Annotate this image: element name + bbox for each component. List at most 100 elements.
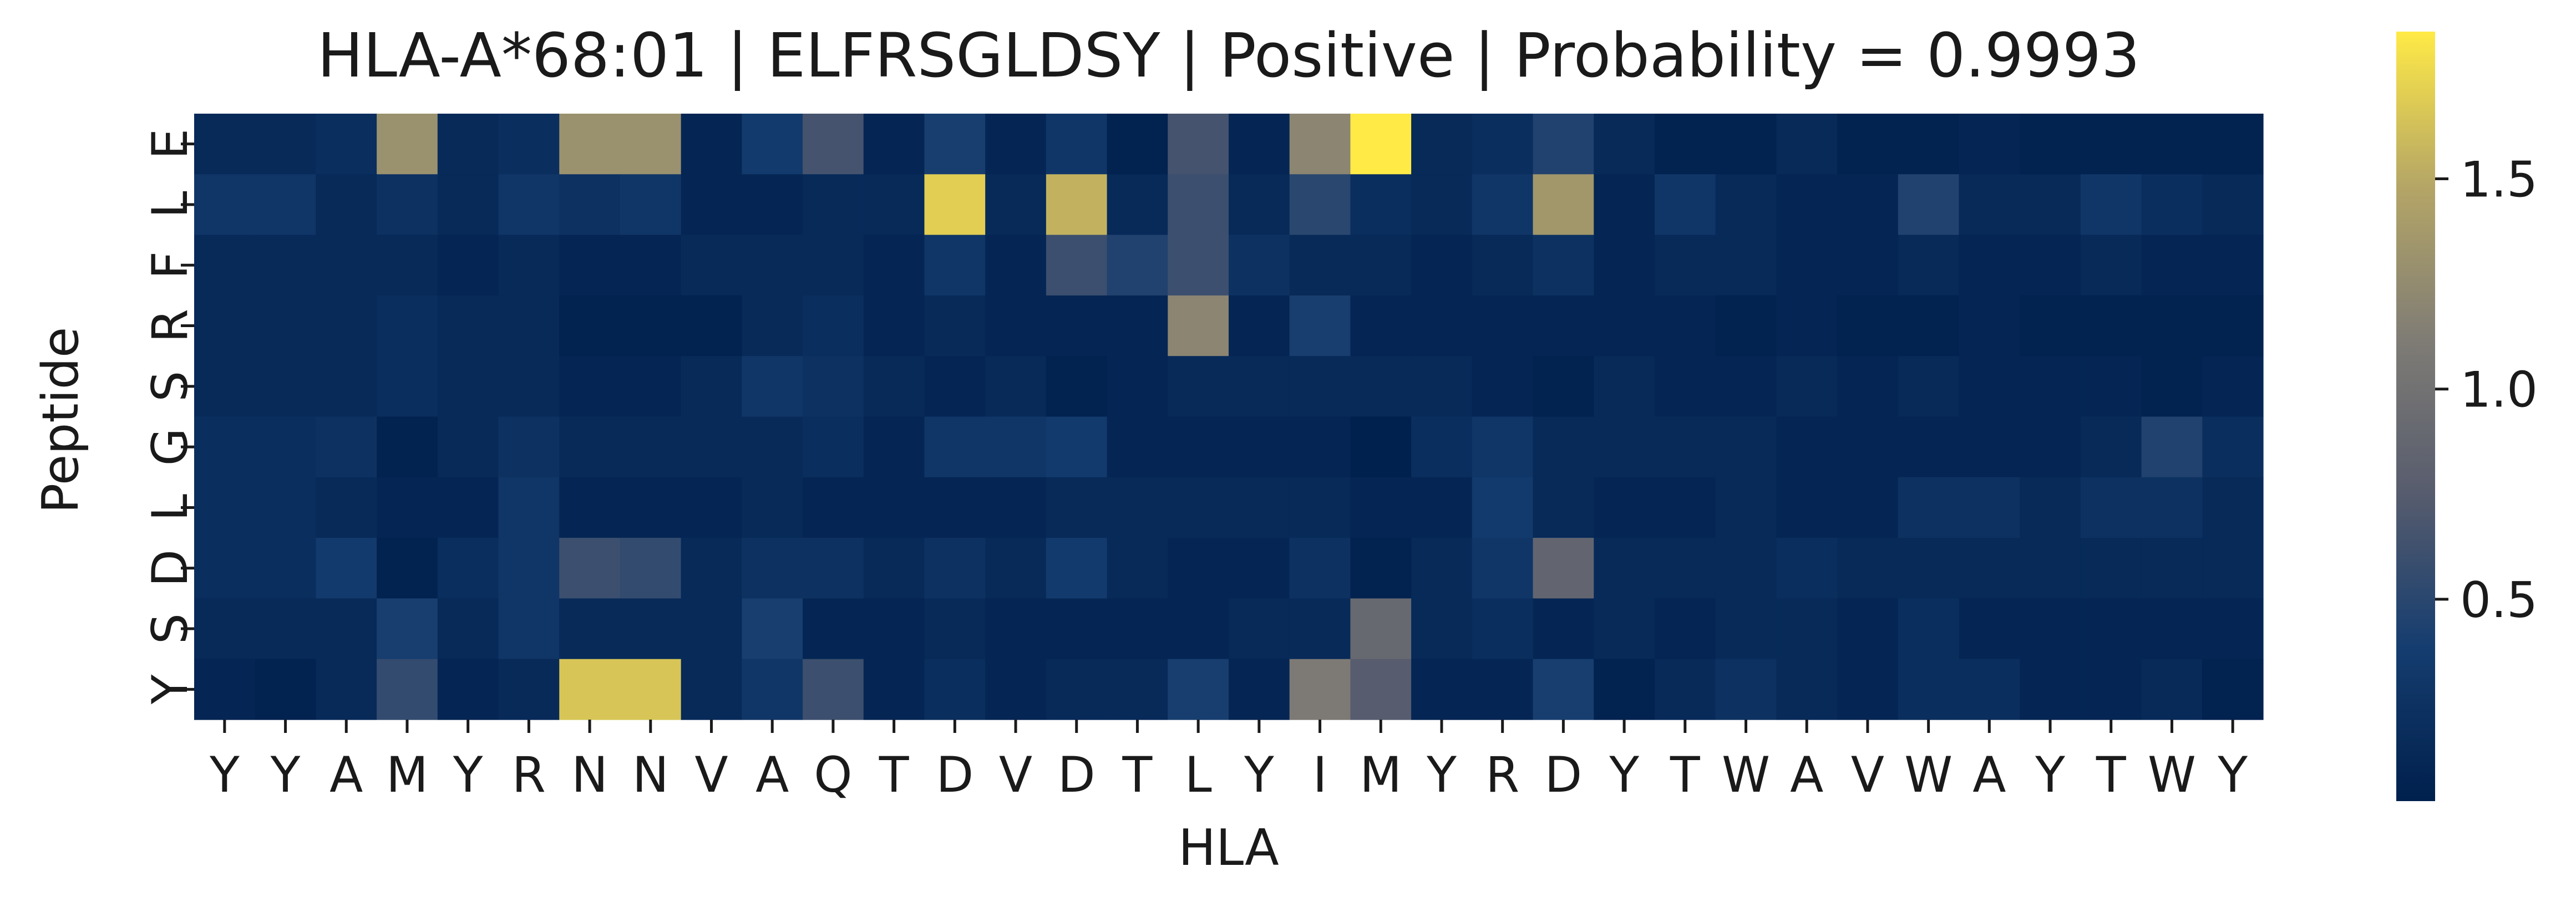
heatmap-cell: [1168, 598, 1229, 660]
x-tick-label: T: [879, 746, 910, 803]
colorbar-tick-label: 0.5: [2460, 572, 2538, 629]
heatmap-cell: [1411, 598, 1473, 660]
heatmap-cell: [559, 477, 621, 538]
heatmap-cell: [1837, 477, 1899, 538]
heatmap-cell: [1533, 114, 1594, 175]
heatmap-cell: [985, 659, 1047, 720]
heatmap-cell: [620, 598, 682, 660]
heatmap-cell: [1898, 295, 1960, 356]
heatmap-cells: [194, 114, 2264, 720]
heatmap-cell: [2020, 235, 2081, 296]
heatmap-cell: [2141, 174, 2203, 236]
heatmap-cell: [924, 416, 986, 478]
heatmap-cell: [1533, 295, 1594, 356]
heatmap-cell: [1350, 295, 1412, 356]
heatmap-cell: [985, 114, 1047, 175]
heatmap-cell: [1959, 416, 2020, 478]
heatmap-cell: [255, 477, 317, 538]
heatmap-cell: [1168, 477, 1229, 538]
heatmap-cell: [803, 295, 864, 356]
heatmap-cell: [1168, 538, 1229, 599]
heatmap-cell: [1959, 477, 2020, 538]
heatmap-cell: [1107, 295, 1168, 356]
heatmap-cell: [1046, 416, 1108, 478]
heatmap-cell: [1229, 114, 1290, 175]
heatmap-cell: [924, 477, 986, 538]
heatmap-cell: [1837, 235, 1899, 296]
heatmap-cell: [2141, 114, 2203, 175]
heatmap-cell: [2020, 538, 2081, 599]
x-tick-label: Y: [270, 746, 301, 803]
heatmap-cell: [2080, 174, 2142, 236]
colorbar: [2396, 32, 2435, 801]
heatmap-cell: [1046, 356, 1108, 417]
heatmap-cell: [803, 114, 864, 175]
heatmap-cell: [2020, 659, 2081, 720]
heatmap-cell: [1837, 295, 1899, 356]
heatmap-cell: [1594, 174, 1655, 236]
heatmap-cell: [2141, 598, 2203, 660]
heatmap-cell: [1837, 356, 1899, 417]
heatmap-cell: [437, 477, 499, 538]
heatmap-cell: [681, 416, 742, 478]
heatmap-cell: [1046, 114, 1108, 175]
y-tick-label: F: [141, 251, 199, 279]
heatmap-cell: [1350, 659, 1412, 720]
heatmap-cell: [985, 356, 1047, 417]
heatmap-cell: [2080, 659, 2142, 720]
heatmap-cell: [498, 114, 560, 175]
y-tick-label: S: [141, 613, 199, 644]
heatmap-cell: [316, 235, 377, 296]
heatmap-cell: [2202, 114, 2264, 175]
heatmap-cell: [194, 659, 256, 720]
heatmap-cell: [437, 174, 499, 236]
heatmap-cell: [1898, 538, 1960, 599]
heatmap-cell: [1046, 598, 1108, 660]
heatmap-cell: [1776, 174, 1838, 236]
heatmap-cell: [437, 659, 499, 720]
heatmap-cell: [1411, 235, 1473, 296]
heatmap-cell: [316, 295, 377, 356]
heatmap-cell: [620, 114, 682, 175]
heatmap-cell: [1289, 356, 1351, 417]
heatmap-cell: [316, 659, 377, 720]
heatmap-cell: [1533, 235, 1594, 296]
heatmap-cell: [985, 295, 1047, 356]
heatmap-cell: [924, 538, 986, 599]
heatmap-cell: [1959, 235, 2020, 296]
heatmap-cell: [1837, 174, 1899, 236]
heatmap-cell: [1289, 477, 1351, 538]
heatmap-cell: [742, 235, 803, 296]
heatmap-cell: [316, 114, 377, 175]
chart-title: HLA-A*68:01 | ELFRSGLDSY | Positive | Pr…: [317, 20, 2140, 91]
heatmap-cell: [316, 477, 377, 538]
heatmap-cell: [681, 235, 742, 296]
heatmap-cell: [437, 356, 499, 417]
heatmap-cell: [1654, 356, 1716, 417]
heatmap-cell: [2202, 416, 2264, 478]
heatmap-cell: [681, 659, 742, 720]
heatmap-cell: [1715, 477, 1777, 538]
heatmap-cell: [1107, 538, 1168, 599]
heatmap-cell: [437, 416, 499, 478]
heatmap-cell: [1289, 416, 1351, 478]
heatmap-cell: [1472, 477, 1534, 538]
heatmap-cell: [437, 538, 499, 599]
heatmap-cell: [681, 598, 742, 660]
heatmap-cell: [1289, 235, 1351, 296]
heatmap-cell: [1959, 174, 2020, 236]
heatmap-cell: [1533, 538, 1594, 599]
heatmap-cell: [1472, 114, 1534, 175]
heatmap-cell: [2141, 659, 2203, 720]
heatmap-cell: [1411, 356, 1473, 417]
heatmap-cell: [1472, 659, 1534, 720]
x-tick-label: T: [1122, 746, 1153, 803]
heatmap-cell: [863, 174, 925, 236]
heatmap-cell: [2202, 235, 2264, 296]
heatmap-cell: [1350, 174, 1412, 236]
heatmap-cell: [742, 416, 803, 478]
heatmap-cell: [316, 356, 377, 417]
y-tick-label: Y: [141, 674, 199, 705]
heatmap-cell: [1229, 295, 1290, 356]
